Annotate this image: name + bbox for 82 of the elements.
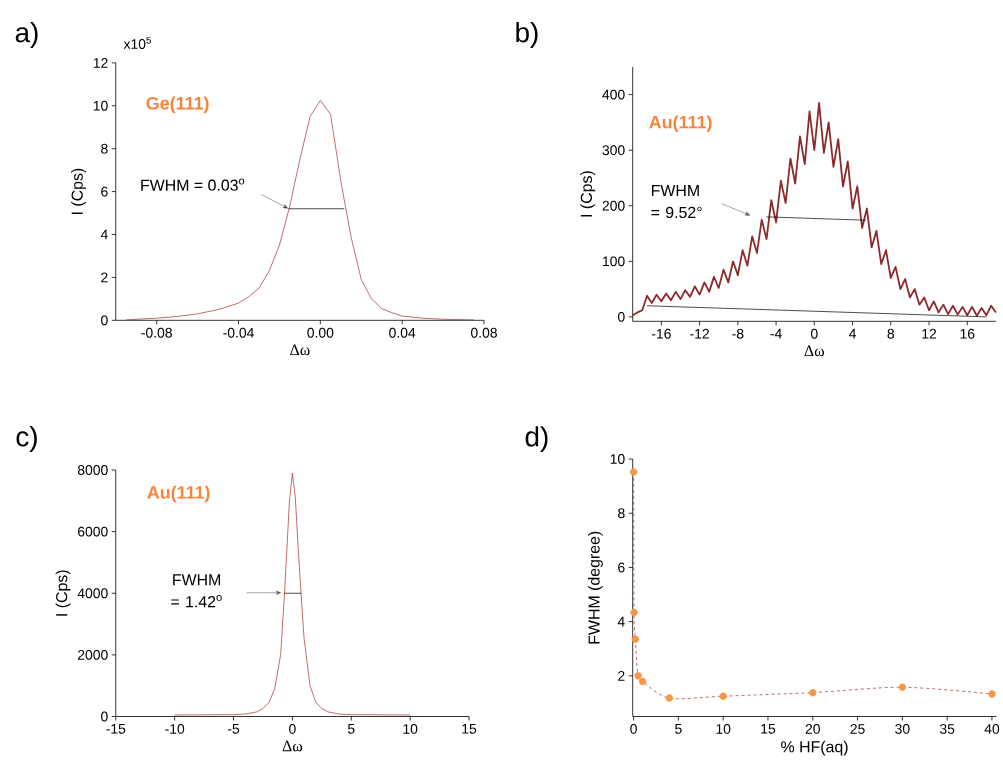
point bbox=[898, 683, 907, 691]
x-tick-label: 5 bbox=[675, 723, 682, 734]
x-tick-label: 15 bbox=[761, 723, 776, 734]
x-tick-label: 12 bbox=[922, 328, 937, 339]
x-tick-label: 25 bbox=[850, 723, 865, 734]
x-tick-label: -0.04 bbox=[223, 327, 254, 338]
y-tick-label: 4000 bbox=[77, 588, 108, 599]
x-tick-label: 0.00 bbox=[307, 327, 334, 338]
chart-title: b) bbox=[516, 21, 538, 48]
y-tick-label: 10 bbox=[610, 453, 625, 464]
y-tick-label: 4 bbox=[617, 616, 625, 627]
chart-title: c) bbox=[16, 425, 37, 452]
y-tick-label: 2 bbox=[101, 272, 108, 283]
point bbox=[719, 692, 727, 700]
point bbox=[629, 468, 638, 476]
x-axis-title: % HF(aq) bbox=[781, 740, 848, 756]
x-tick-label: -15 bbox=[106, 723, 126, 734]
x-tick-label: 35 bbox=[939, 723, 955, 734]
x-tick-label: -5 bbox=[227, 723, 240, 734]
x-tick-label: 20 bbox=[805, 723, 820, 734]
y-tick-label: 0 bbox=[617, 311, 625, 322]
x-tick-label: 10 bbox=[403, 723, 418, 734]
y-tick-label: 2 bbox=[618, 670, 625, 681]
x-tick-label: 5 bbox=[347, 723, 355, 734]
x-axis-title: Δω bbox=[282, 740, 303, 752]
x-tick-label: -4 bbox=[770, 328, 782, 339]
x-tick-label: 40 bbox=[984, 723, 1000, 734]
x-tick-label: 0 bbox=[630, 723, 637, 734]
x-axis-title: Δω bbox=[290, 344, 310, 355]
chart-title: a) bbox=[15, 21, 38, 48]
x-tick-label: 0 bbox=[810, 328, 818, 339]
y-tick-label: 0 bbox=[101, 711, 108, 722]
point bbox=[638, 677, 647, 686]
y-tick-label: 6 bbox=[618, 562, 625, 573]
annotation: FWHM = 1.42$^{o}$ bbox=[171, 574, 222, 607]
chart-title: d) bbox=[525, 425, 548, 452]
x-tick-label: 30 bbox=[895, 723, 910, 734]
y-tick-label: 8 bbox=[101, 143, 108, 154]
y-axis-title: I (Cps) bbox=[580, 171, 596, 217]
y-axis-title: I (Cps) bbox=[71, 168, 86, 214]
x-tick-label: -10 bbox=[165, 723, 185, 734]
y-axis-title: I (Cps) bbox=[55, 570, 71, 616]
x-tick-label: 0.08 bbox=[471, 327, 497, 338]
y-tick-label: 0 bbox=[101, 315, 108, 326]
annotation: Ge(111) bbox=[146, 96, 209, 113]
annotation: Au(111) bbox=[649, 115, 712, 132]
annotation: FWHM = 0.03$^{o}$ bbox=[141, 178, 245, 191]
x-tick-label: -8 bbox=[732, 328, 744, 339]
point bbox=[630, 608, 638, 616]
x-tick-label: -0.08 bbox=[141, 327, 172, 338]
x-tick-label: 8 bbox=[887, 328, 895, 339]
annotation: FWHM = 9.52° bbox=[651, 184, 702, 218]
point bbox=[988, 690, 996, 698]
y-tick-label: 6000 bbox=[77, 526, 108, 537]
y-tick-label: 2000 bbox=[77, 649, 108, 660]
x-tick-label: 0 bbox=[289, 723, 296, 734]
x-axis-title: Δω bbox=[804, 345, 825, 356]
y-tick-label: 100 bbox=[603, 256, 625, 267]
point bbox=[665, 694, 674, 702]
annotation: Au(111) bbox=[147, 485, 210, 503]
x-tick-label: 15 bbox=[462, 723, 477, 734]
y-tick-label: 300 bbox=[602, 145, 625, 155]
y-tick-label: 400 bbox=[602, 89, 625, 100]
y-tick-label: 8000 bbox=[77, 464, 108, 475]
x-tick-label: 16 bbox=[960, 328, 975, 339]
y-axis-title: FWHM (degree) bbox=[588, 531, 603, 644]
text: x10$^{5}$ bbox=[123, 36, 151, 49]
line-series bbox=[631, 101, 997, 317]
point bbox=[809, 688, 817, 697]
y-tick-label: 6 bbox=[101, 186, 108, 197]
y-tick-label: 10 bbox=[93, 100, 108, 111]
x-tick-label: 10 bbox=[716, 723, 731, 734]
y-tick-label: 8 bbox=[618, 508, 625, 519]
x-tick-label: 4 bbox=[848, 328, 856, 339]
x-tick-label: -16 bbox=[651, 328, 671, 339]
point bbox=[634, 671, 642, 680]
y-tick-label: 4 bbox=[100, 229, 108, 240]
y-tick-label: 12 bbox=[93, 57, 108, 68]
x-tick-label: -12 bbox=[690, 328, 709, 339]
point bbox=[631, 635, 640, 643]
y-tick-label: 200 bbox=[602, 200, 625, 211]
x-tick-label: 0.04 bbox=[389, 327, 416, 338]
